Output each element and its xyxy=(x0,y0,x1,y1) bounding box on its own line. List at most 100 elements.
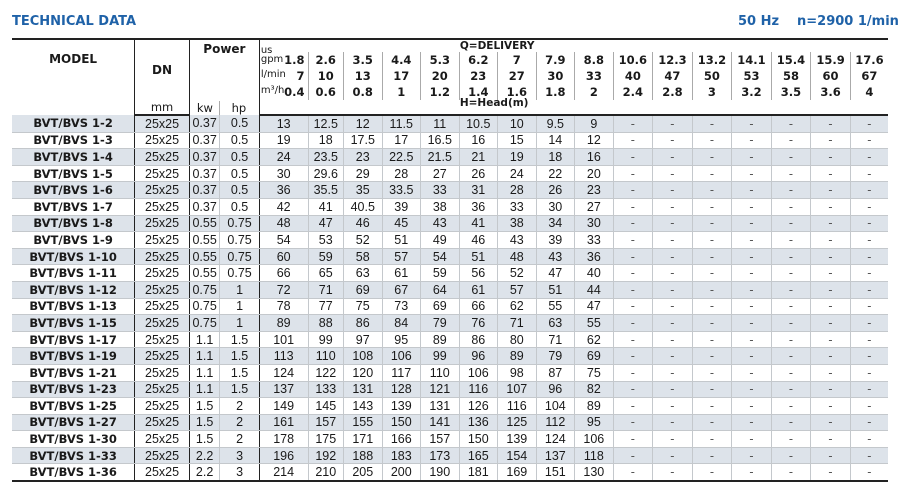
kw-cell: 1.1 xyxy=(188,381,220,399)
head-cell: - xyxy=(691,347,732,365)
dn-cell: 25x25 xyxy=(134,298,190,316)
gpm-value-text: 7.9 xyxy=(545,53,566,67)
head-cell: 16 xyxy=(574,148,614,166)
kw-cell: 0.55 xyxy=(188,215,220,233)
m3h-value: 3 xyxy=(691,84,732,100)
lmin-value: 23 xyxy=(458,68,498,84)
head-cell: - xyxy=(849,314,888,332)
head-cell: 61 xyxy=(458,281,498,299)
hp-cell: 0.75 xyxy=(219,231,260,249)
head-cell: 59 xyxy=(420,264,460,282)
head-cell: - xyxy=(652,181,693,199)
head-cell: - xyxy=(691,314,732,332)
head-cell: 108 xyxy=(342,347,382,365)
head-cell: 139 xyxy=(381,397,421,415)
m3h-unit-label: m³/h xyxy=(260,85,285,96)
head-cell: - xyxy=(691,198,732,216)
head-cell: 55 xyxy=(535,298,575,316)
head-cell: - xyxy=(810,264,851,282)
head-cell: - xyxy=(691,248,732,266)
head-cell: - xyxy=(612,430,653,448)
head-cell: 121 xyxy=(420,381,460,399)
model-cell: BVT/BVS 1-30 xyxy=(12,430,135,448)
head-cell: - xyxy=(849,381,888,399)
lmin-value-text: 20 xyxy=(431,69,448,83)
head-cell: 84 xyxy=(381,314,421,332)
head-cell: - xyxy=(849,231,888,249)
table-row: BVT/BVS 1-15 25x25 0.75 1 89 88 86 84 79 76 71 63 55… xyxy=(12,314,888,332)
table-row: BVT/BVS 1-7 25x25 0.37 0.5 42 41 40.5 39 38 36 33 3… xyxy=(12,198,888,216)
head-cell: - xyxy=(612,364,653,382)
head-cell: 128 xyxy=(381,381,421,399)
lmin-value: 58 xyxy=(770,68,811,84)
head-cell: 10 xyxy=(497,115,537,133)
hp-cell: 2 xyxy=(219,397,260,415)
head-cell: - xyxy=(691,298,732,316)
head-cell: - xyxy=(731,248,772,266)
m3h-value-text: 2.8 xyxy=(662,85,683,99)
head-cell: - xyxy=(810,148,851,166)
head-cell: 52 xyxy=(342,231,382,249)
head-cell: - xyxy=(691,165,732,183)
head-cell: 29.6 xyxy=(307,165,344,183)
dn-cell: 25x25 xyxy=(134,430,190,448)
head-cell: - xyxy=(652,132,693,150)
head-cell: - xyxy=(691,181,732,199)
head-cell: - xyxy=(770,115,811,133)
frequency-label: 50 Hz xyxy=(738,14,780,29)
kw-cell: 0.37 xyxy=(188,181,220,199)
gpm-value-text: 10.6 xyxy=(618,53,648,67)
dn-cell: 25x25 xyxy=(134,132,190,150)
head-cell: 66 xyxy=(258,264,308,282)
head-cell: - xyxy=(612,148,653,166)
head-cell: 65 xyxy=(307,264,344,282)
dn-cell: 25x25 xyxy=(134,215,190,233)
head-cell: - xyxy=(652,148,693,166)
head-cell: 97 xyxy=(342,331,382,349)
head-cell: 58 xyxy=(342,248,382,266)
kw-header: kw xyxy=(191,101,220,115)
head-cell: 150 xyxy=(458,430,498,448)
head-cell: 79 xyxy=(535,347,575,365)
head-cell: 80 xyxy=(497,331,537,349)
head-cell: 30 xyxy=(574,215,614,233)
head-cell: - xyxy=(810,447,851,465)
head-cell: 169 xyxy=(497,463,537,482)
head-cell: 26 xyxy=(535,181,575,199)
power-header: Power xyxy=(188,39,260,84)
m3h-value: 2.4 xyxy=(612,84,653,100)
head-cell: - xyxy=(731,314,772,332)
lmin-value-text: 13 xyxy=(354,69,371,83)
hp-cell: 1 xyxy=(219,281,260,299)
head-cell: - xyxy=(691,215,732,233)
head-header: H=Head(m) xyxy=(459,97,529,109)
hp-cell: 0.5 xyxy=(219,148,260,166)
head-cell: 106 xyxy=(574,430,614,448)
head-cell: 42 xyxy=(258,198,308,216)
model-cell: BVT/BVS 1-23 xyxy=(12,381,135,399)
head-cell: 190 xyxy=(420,463,460,482)
head-cell: - xyxy=(849,397,888,415)
lmin-value-text: 60 xyxy=(822,69,839,83)
head-cell: 63 xyxy=(535,314,575,332)
head-cell: - xyxy=(731,381,772,399)
m3h-value-text: 0.6 xyxy=(315,85,336,99)
head-cell: - xyxy=(770,148,811,166)
lmin-value: 33 xyxy=(574,68,614,84)
head-cell: 36 xyxy=(458,198,498,216)
model-cell: BVT/BVS 1-9 xyxy=(12,231,135,249)
head-cell: 149 xyxy=(258,397,308,415)
head-cell: 55 xyxy=(574,314,614,332)
head-cell: 36 xyxy=(258,181,308,199)
head-cell: - xyxy=(612,298,653,316)
head-cell: 40 xyxy=(574,264,614,282)
head-cell: - xyxy=(731,148,772,166)
head-cell: - xyxy=(612,248,653,266)
head-cell: 18 xyxy=(307,132,344,150)
dn-cell: 25x25 xyxy=(134,165,190,183)
head-cell: - xyxy=(612,414,653,432)
head-cell: - xyxy=(612,215,653,233)
head-cell: - xyxy=(731,132,772,150)
head-cell: - xyxy=(810,181,851,199)
head-cell: - xyxy=(612,264,653,282)
